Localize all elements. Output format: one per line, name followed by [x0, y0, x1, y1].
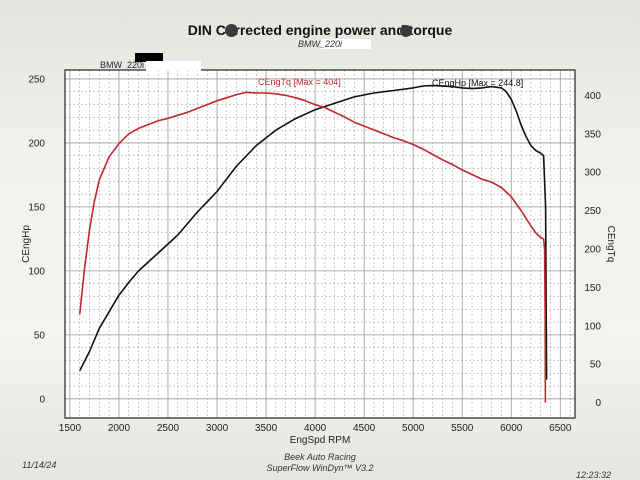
software-name: SuperFlow WinDyn™ V3.2: [266, 463, 374, 473]
redaction-plate-subtitle: [321, 39, 371, 49]
y-tick-label: 200: [28, 138, 45, 149]
y2-tick-label: 400: [584, 91, 601, 102]
y-tick-label: 250: [28, 74, 45, 85]
y2-tick-label: 200: [584, 244, 601, 255]
x-tick-label: 2500: [157, 423, 180, 434]
y2-tick-label: 250: [584, 206, 601, 217]
chart-title: DIN Corrected engine power and torque: [187, 22, 453, 38]
plot-frame: [64, 69, 576, 419]
series-line-CEngTq: [78, 91, 547, 403]
chart-subtitle: BMW_220i: [297, 39, 342, 49]
x-tick-label: 3000: [206, 423, 229, 434]
y-tick-label: 150: [28, 202, 45, 213]
redaction-black-bar: [135, 53, 163, 62]
x-tick-label: 1500: [59, 423, 82, 434]
x-tick-label: 2000: [108, 423, 131, 434]
run-label: BMW_220i: [100, 60, 145, 70]
y2-tick-label: 0: [595, 398, 601, 409]
x-tick-label: 4000: [304, 423, 327, 434]
y-tick-label: 100: [28, 266, 45, 277]
x-tick-label: 6000: [500, 423, 523, 434]
x-tick-label: 3500: [255, 423, 278, 434]
series-line-CEngHp: [78, 84, 548, 380]
print-time: 12:23:32: [576, 470, 612, 480]
y2-tick-label: 50: [590, 360, 602, 371]
print-date: 11/14/24: [22, 460, 57, 470]
y2-axis-label: CEngTq: [605, 226, 616, 263]
y2-tick-label: 300: [584, 168, 601, 179]
ink-blot: [400, 25, 412, 37]
y2-tick-label: 150: [584, 283, 601, 294]
grid: [65, 70, 575, 418]
axes: [64, 69, 576, 419]
y-axis-label: CEngHp: [21, 225, 32, 263]
legend-entry-power: CEngHp [Max = 244.8]: [432, 78, 523, 88]
series: [78, 84, 548, 403]
x-axis-label: EngSpd RPM: [290, 435, 351, 446]
x-tick-label: 4500: [353, 423, 376, 434]
x-tick-label: 6500: [549, 423, 572, 434]
y2-tick-label: 100: [584, 321, 601, 332]
y2-tick-label: 350: [584, 129, 601, 140]
axis-labels: 1500 2000 2500 3000 3500 4000 4500 5000 5500 6000…: [21, 74, 616, 446]
plot-area: [65, 70, 575, 418]
x-tick-label: 5500: [451, 423, 474, 434]
y-tick-label: 0: [39, 394, 45, 405]
redaction-plate-legend: [146, 61, 201, 71]
x-tick-label: 5000: [402, 423, 425, 434]
legend-entry-torque: CEngTq [Max = 404]: [258, 77, 341, 87]
ink-blot: [225, 24, 238, 37]
y-tick-label: 50: [34, 330, 46, 341]
company-name: Beek Auto Racing: [284, 452, 356, 462]
